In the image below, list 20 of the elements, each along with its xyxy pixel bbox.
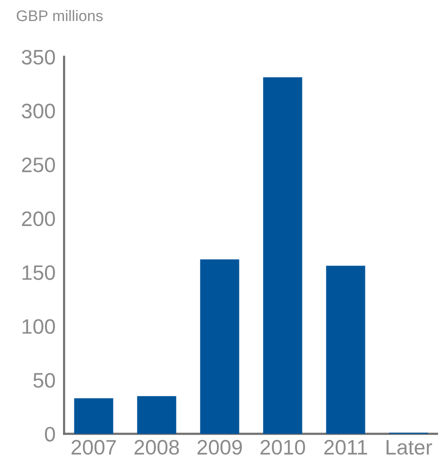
y-tick-label: 250	[22, 158, 55, 172]
x-tick-label: 2008	[134, 440, 179, 455]
y-tick-label: 100	[22, 319, 55, 334]
bar	[137, 396, 176, 434]
bar	[74, 398, 114, 434]
x-tick-label: 2009	[198, 440, 242, 455]
y-tick-label: 300	[22, 104, 55, 118]
bar	[263, 77, 302, 434]
y-tick-label: 200	[22, 211, 55, 226]
bar	[200, 259, 240, 434]
x-tick-label: Later	[386, 440, 432, 455]
y-tick-label: 150	[22, 265, 55, 280]
y-tick-label: 0	[44, 426, 55, 442]
y-axis-title: GBP millions	[16, 10, 103, 22]
bar	[326, 266, 366, 434]
x-tick-label: 2011	[324, 440, 368, 455]
x-tick-label: 2010	[260, 440, 306, 455]
y-tick-label: 50	[33, 372, 55, 388]
x-tick-label: 2007	[72, 440, 116, 455]
y-tick-label: 350	[22, 50, 55, 65]
